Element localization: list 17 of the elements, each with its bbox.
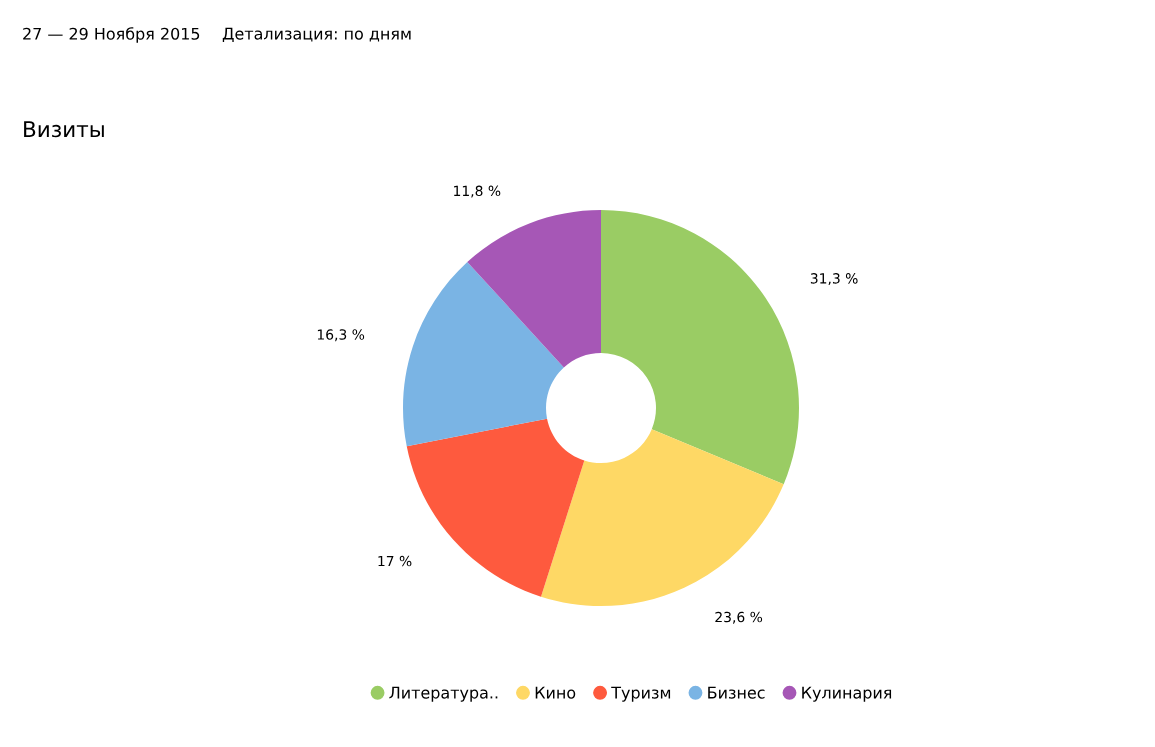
legend-label: Литература.. (389, 686, 498, 702)
data-label: 16,3 % (317, 329, 365, 342)
legend-label: Кино (535, 686, 576, 699)
donut-slice (541, 429, 784, 606)
text: Визиты (24, 121, 104, 138)
data-label: 31,3 % (810, 273, 858, 286)
text: 27 — 29 Ноября 2015 (23, 27, 200, 43)
data-label: 11,8 % (454, 185, 501, 198)
data-label: 23,6 % (715, 611, 763, 624)
text: Детализация: по дням (222, 27, 411, 42)
legend-label: Туризм (611, 686, 671, 702)
donut-slice (467, 210, 601, 368)
legend-label: Кулинария (802, 686, 892, 702)
donut-slice (601, 210, 799, 485)
legend-label: Бизнес (708, 686, 765, 699)
donut-slice (403, 261, 564, 447)
data-label: 17 % (378, 555, 412, 567)
